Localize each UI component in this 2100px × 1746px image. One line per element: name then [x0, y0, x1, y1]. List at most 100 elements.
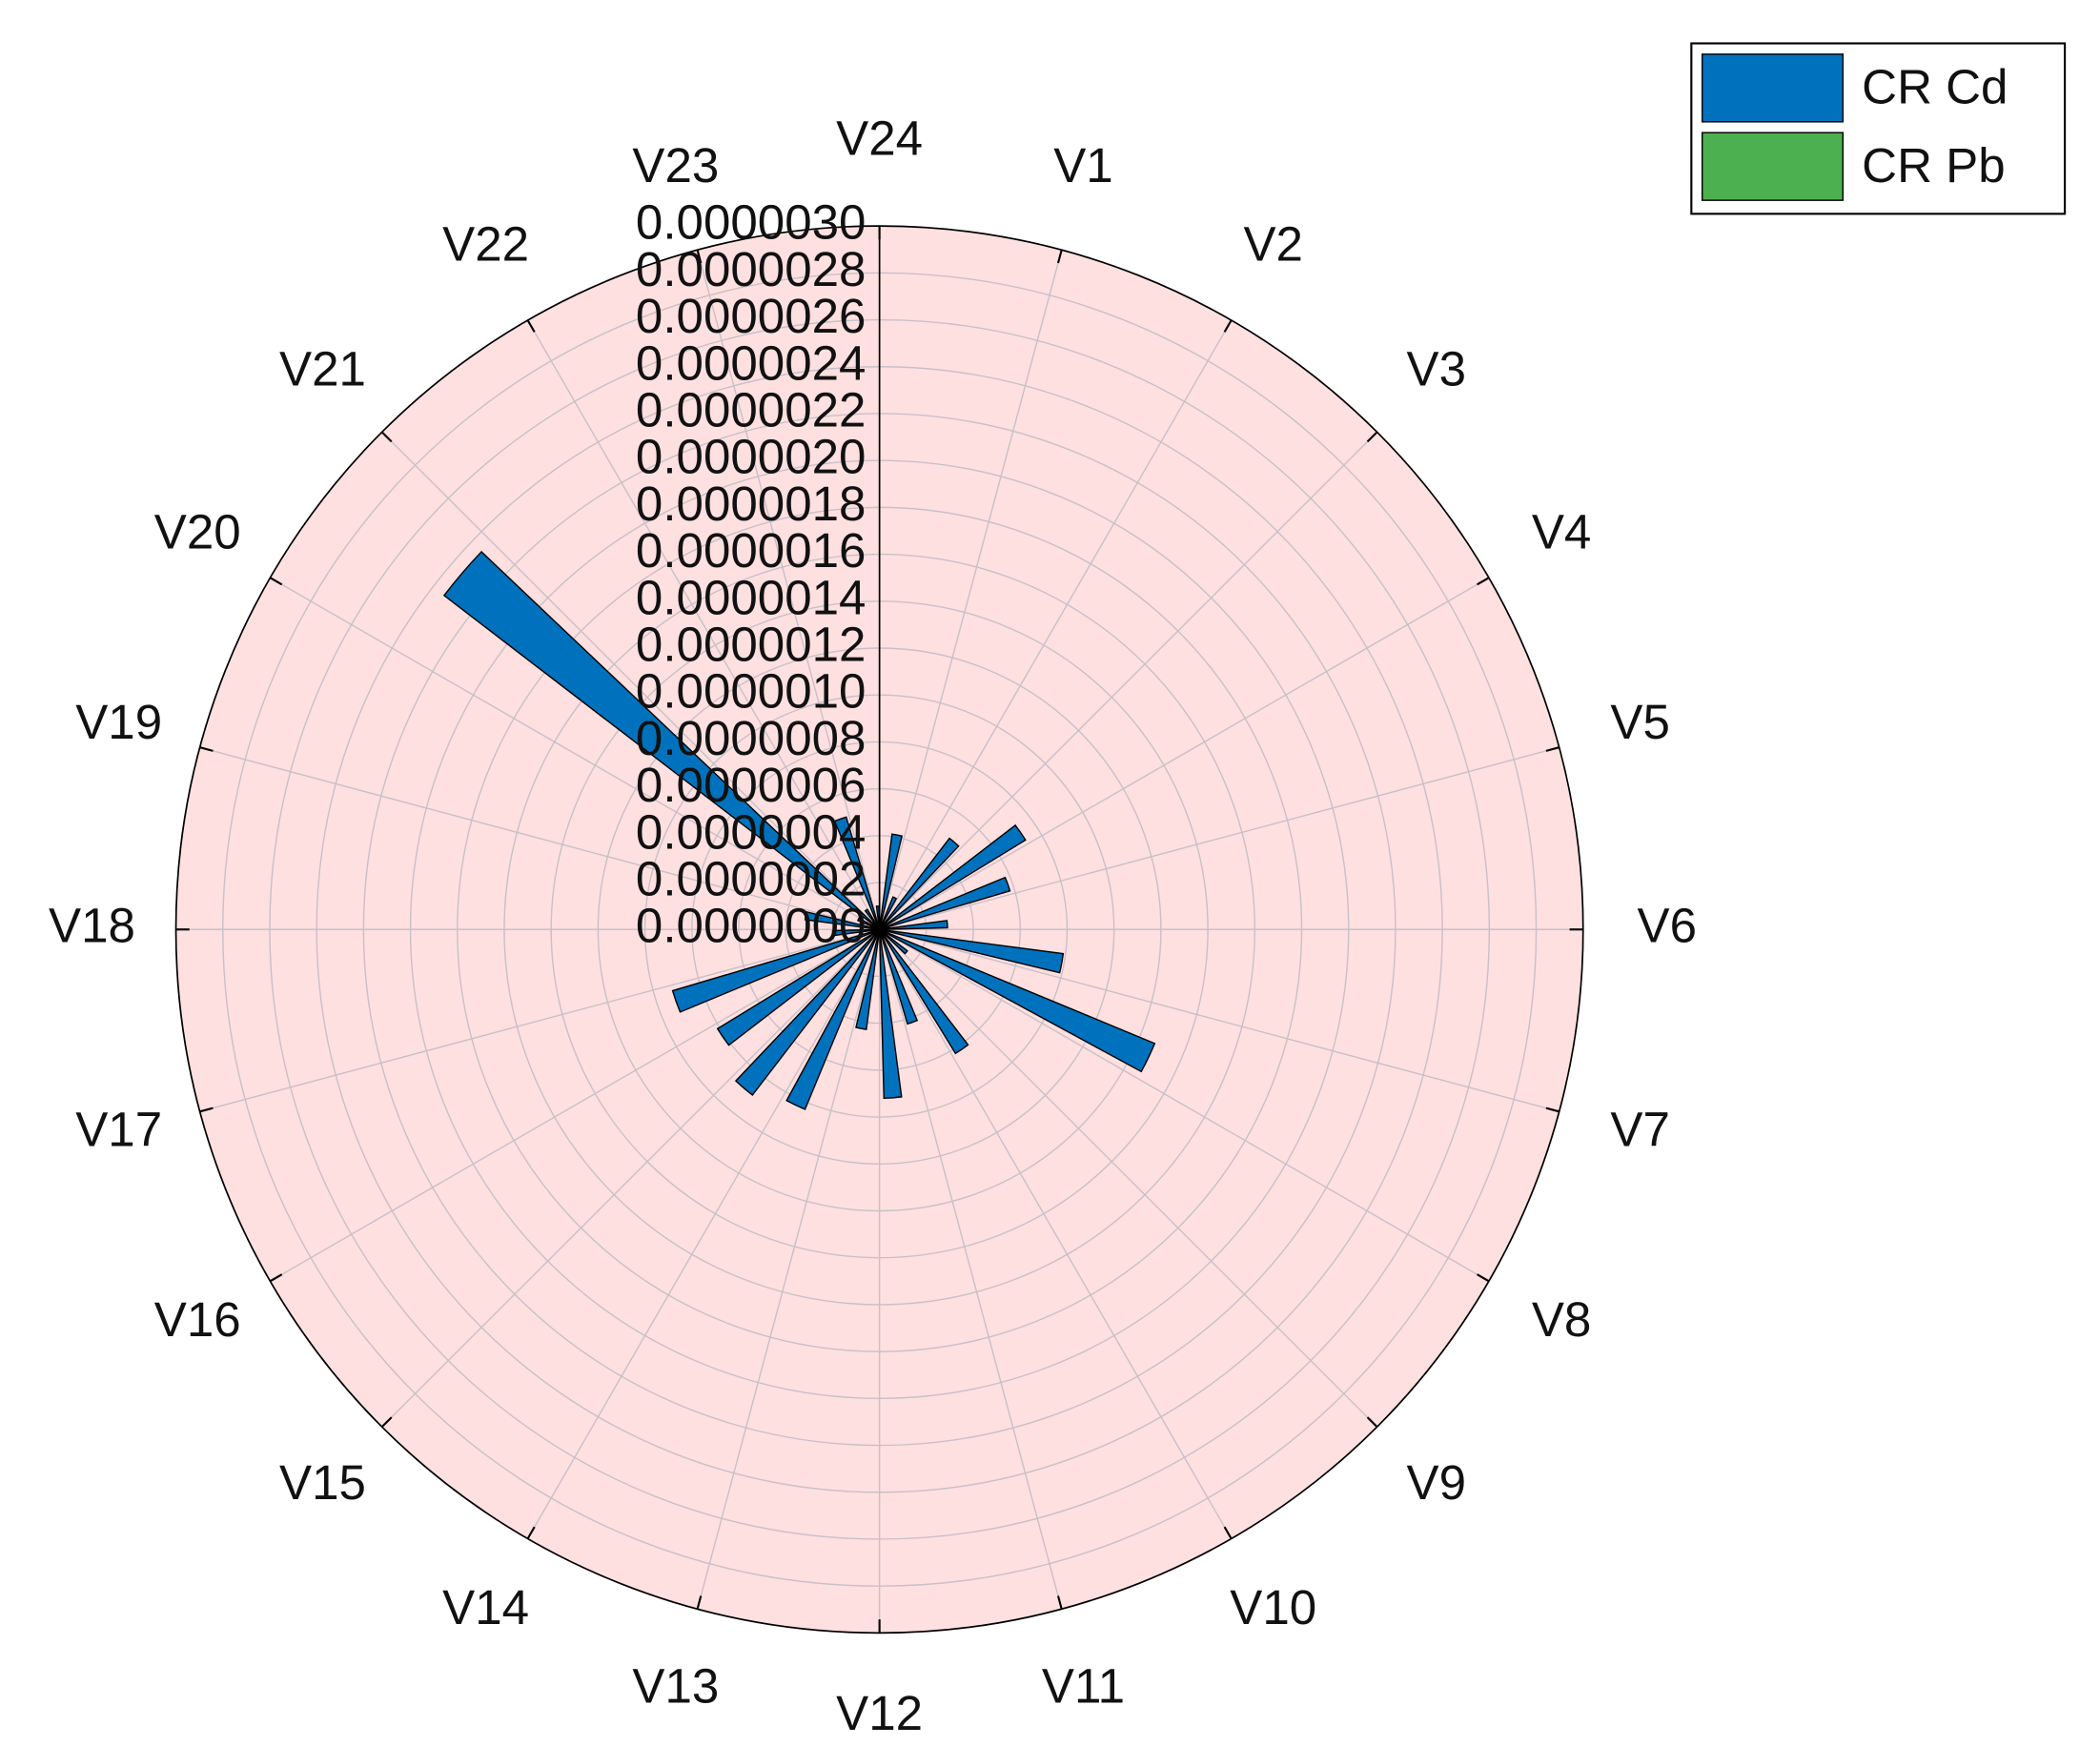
angular-tick: [1366, 1416, 1378, 1428]
radial-tick-label: 0.0000026: [636, 289, 867, 343]
grid-spoke: [879, 928, 1490, 1282]
radial-tick-label: 0.0000006: [636, 758, 867, 812]
grid-spoke: [381, 431, 881, 930]
grid-spoke: [879, 928, 1233, 1539]
grid-spoke: [381, 928, 881, 1428]
bar: [804, 911, 880, 930]
radial-tick-label: 0.0000002: [636, 852, 867, 906]
grid-spoke: [199, 746, 880, 930]
angular-tick: [696, 1595, 703, 1610]
bar: [878, 928, 919, 1025]
bar: [879, 928, 1156, 1073]
grid-spoke: [696, 250, 881, 930]
category-label: V17: [75, 1103, 162, 1157]
category-label: V16: [154, 1292, 241, 1347]
grid-spoke: [879, 431, 1378, 930]
bar: [716, 928, 881, 1046]
grid-spoke: [526, 928, 881, 1539]
grid-spoke: [879, 746, 1560, 930]
bar: [856, 917, 880, 930]
legend-swatch: [1701, 132, 1845, 201]
radial-tick-label: 0.0000020: [636, 430, 867, 484]
angular-tick: [1366, 431, 1378, 443]
category-label: V1: [1053, 138, 1113, 193]
bar: [879, 928, 969, 1055]
category-label: V8: [1532, 1292, 1592, 1347]
radial-tick-label: 0.0000012: [636, 617, 867, 671]
category-label: V10: [1230, 1580, 1316, 1634]
bar: [879, 920, 948, 930]
category-label: V2: [1243, 216, 1303, 271]
bar: [879, 837, 960, 930]
category-label: V9: [1407, 1455, 1467, 1510]
legend-label: CR Cd: [1862, 60, 2008, 114]
angular-tick: [1545, 1106, 1560, 1113]
radial-tick-label: 0.0000022: [636, 382, 867, 436]
angular-tick: [269, 1273, 283, 1283]
category-label: V22: [442, 216, 529, 271]
angular-tick: [269, 577, 283, 586]
category-label: V6: [1638, 899, 1698, 953]
category-label: V21: [279, 342, 366, 396]
category-label: V11: [1042, 1659, 1125, 1714]
angular-tick: [199, 1106, 214, 1113]
angular-tick: [696, 250, 703, 264]
grid-spoke: [879, 577, 1490, 930]
angular-tick: [526, 1526, 536, 1540]
bar: [879, 928, 908, 955]
category-label: V14: [442, 1580, 529, 1634]
angular-tick: [380, 1416, 393, 1428]
category-label: V24: [836, 112, 923, 166]
bar: [879, 876, 1011, 930]
grid-spoke: [878, 250, 1063, 930]
category-label: V23: [632, 138, 719, 193]
grid-spoke: [878, 929, 1063, 1610]
angular-tick: [1056, 250, 1063, 264]
bar: [833, 816, 881, 930]
bar: [734, 928, 881, 1096]
category-label: V13: [632, 1659, 719, 1714]
legend-swatch: [1701, 53, 1845, 123]
grid-spoke: [270, 928, 881, 1282]
category-label: V7: [1610, 1103, 1670, 1157]
grid-spoke: [879, 319, 1233, 930]
angular-tick: [1545, 746, 1560, 752]
radial-tick-label: 0.0000000: [636, 899, 867, 953]
angular-tick: [380, 431, 393, 443]
bar: [855, 929, 881, 1030]
category-label: V5: [1610, 695, 1670, 749]
bar: [875, 904, 881, 930]
grid-spoke: [879, 928, 1378, 1428]
category-label: V4: [1532, 505, 1592, 559]
category-label: V15: [279, 1455, 366, 1510]
category-label: V18: [49, 899, 135, 953]
category-label: V12: [836, 1686, 923, 1740]
grid-spoke: [526, 319, 881, 930]
radial-tick-label: 0.0000028: [636, 242, 867, 296]
bar: [878, 896, 898, 930]
grid-spoke: [879, 928, 1560, 1112]
bar: [879, 928, 1065, 974]
bar: [878, 929, 903, 1100]
bar: [878, 833, 904, 930]
bar: [671, 928, 880, 1013]
radial-tick-label: 0.0000016: [636, 523, 867, 578]
radial-tick-label: 0.0000010: [636, 664, 867, 719]
category-label: V3: [1407, 342, 1467, 396]
category-label: V19: [75, 695, 162, 749]
bar: [879, 823, 1027, 930]
angular-tick: [1477, 577, 1490, 586]
bar: [831, 928, 880, 937]
grid-spoke: [696, 929, 881, 1610]
angular-tick: [199, 746, 214, 752]
bar: [442, 550, 881, 930]
angular-tick: [1477, 1273, 1490, 1283]
legend-label: CR Pb: [1862, 138, 2006, 193]
radial-tick-label: 0.0000008: [636, 711, 867, 765]
angular-tick: [1223, 1526, 1233, 1540]
grid-spoke: [199, 928, 880, 1112]
bar: [785, 928, 881, 1110]
angular-tick: [1223, 319, 1233, 333]
bar: [878, 924, 881, 930]
